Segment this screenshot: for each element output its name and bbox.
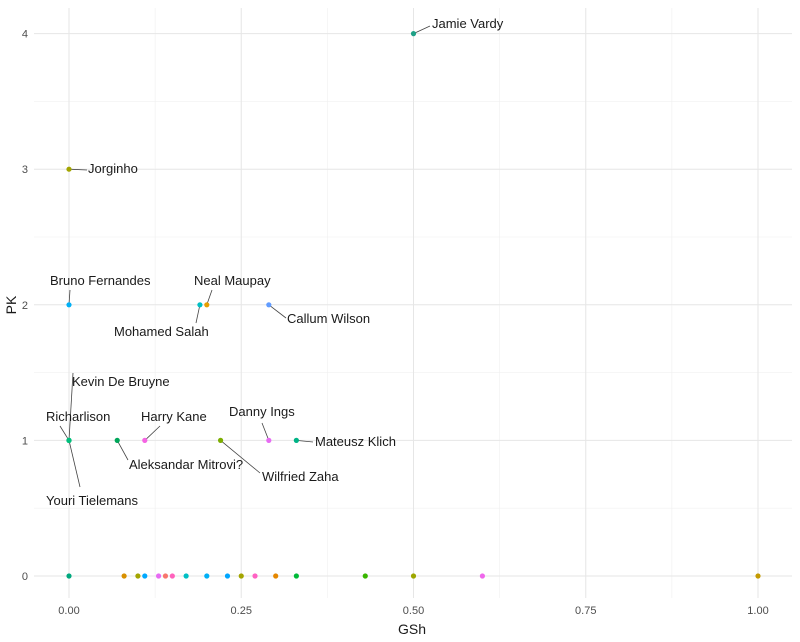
scatter-point [224,573,231,579]
point-label: Youri Tielemans [46,493,139,508]
leader-line [296,440,314,443]
scatter-point [66,437,72,443]
point-label: Harry Kane [141,409,207,424]
scatter-point [169,573,175,579]
label-leader-lines [59,25,431,488]
scatter-point [362,573,368,579]
x-tick-label: 0.75 [575,605,596,617]
leader-line [116,440,129,461]
axis-ticks: 0.00 0.25 0.50 0.75 1.00 0 1 2 3 4 [22,29,769,617]
leader-line [68,440,81,488]
point-label: Richarlison [46,409,110,424]
point-label: Jorginho [88,161,138,176]
leader-line [68,168,88,171]
leader-line [206,289,213,305]
point-labels: Jamie Vardy Jorginho Bruno Fernandes Neal M… [46,16,504,508]
scatter-point [183,573,189,579]
x-tick-label: 0.25 [231,605,252,617]
scatter-point [217,437,224,443]
scatter-point [273,573,279,579]
scatter-point [66,166,72,172]
x-tick-label: 0.00 [58,605,79,617]
scatter-point [204,573,210,579]
scatter-point [135,573,141,579]
point-label: Aleksandar Mitrovi? [129,457,243,472]
scatter-point [293,437,299,443]
leader-line [68,372,74,441]
scatter-point [66,302,72,308]
leader-line [59,425,70,441]
y-tick-label: 3 [22,164,28,176]
leader-line [220,440,261,474]
scatter-point [755,573,761,579]
point-label: Neal Maupay [194,273,271,288]
point-label: Mohamed Salah [114,324,209,339]
scatter-point [266,437,272,443]
leader-line [268,304,287,319]
leader-line [195,304,201,324]
y-axis-title: PK [3,295,19,314]
scatter-point [114,437,120,443]
scatter-point [121,573,127,579]
scatter-point [410,573,417,579]
point-label: Wilfried Zaha [262,469,339,484]
scatter-point [142,437,148,443]
leader-line [413,25,431,34]
point-label: Jamie Vardy [432,16,504,31]
scatter-point [197,302,203,308]
point-label: Bruno Fernandes [50,273,151,288]
point-label: Mateusz Klich [315,434,396,449]
point-label: Danny Ings [229,404,295,419]
grid-lines [34,8,792,598]
scatter-point [252,573,258,579]
data-points [66,30,761,579]
scatter-point [204,302,210,308]
scatter-point [479,573,485,579]
leader-line [261,422,270,441]
x-tick-label: 0.50 [403,605,424,617]
scatter-point [142,573,148,579]
scatter-point [266,302,272,308]
x-tick-label: 1.00 [747,605,768,617]
scatter-point [66,573,72,579]
y-tick-label: 4 [22,29,28,41]
y-tick-label: 0 [22,571,28,583]
y-tick-label: 1 [22,435,28,447]
scatter-point [162,573,169,579]
point-label: Kevin De Bruyne [72,374,170,389]
scatter-point [410,30,417,37]
scatter-point [238,573,244,579]
scatter-point [155,573,162,579]
leader-line [144,425,161,441]
y-tick-label: 2 [22,300,28,312]
x-axis-title: GSh [398,621,426,637]
point-label: Callum Wilson [287,311,370,326]
scatter-point [293,573,299,579]
